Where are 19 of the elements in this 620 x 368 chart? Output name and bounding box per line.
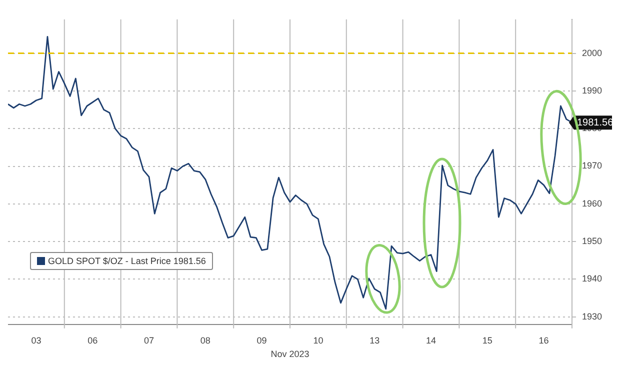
x-tick-label: 07: [144, 335, 154, 346]
y-tick-label: 1960: [582, 198, 602, 208]
x-tick-label: 09: [256, 335, 267, 346]
x-tick-label: 16: [538, 335, 549, 346]
x-tick-label: 10: [313, 335, 324, 346]
y-tick-label: 1930: [582, 311, 602, 322]
y-tick-label: 2000: [582, 48, 602, 58]
y-tick-label: 1970: [582, 160, 602, 171]
x-tick-label: 15: [482, 335, 492, 346]
x-tick-label: 08: [200, 335, 210, 346]
x-tick-label: 14: [426, 335, 436, 346]
legend-label: GOLD SPOT $/OZ - Last Price 1981.56: [48, 256, 206, 266]
x-axis-title: Nov 2023: [270, 349, 310, 360]
y-tick-label: 1940: [582, 274, 602, 284]
y-tick-label: 1950: [582, 236, 602, 246]
x-tick-label: 13: [370, 335, 380, 346]
y-tick-label: 1990: [582, 85, 602, 96]
x-tick-label: 03: [31, 335, 42, 346]
x-tick-label: 06: [88, 335, 98, 346]
